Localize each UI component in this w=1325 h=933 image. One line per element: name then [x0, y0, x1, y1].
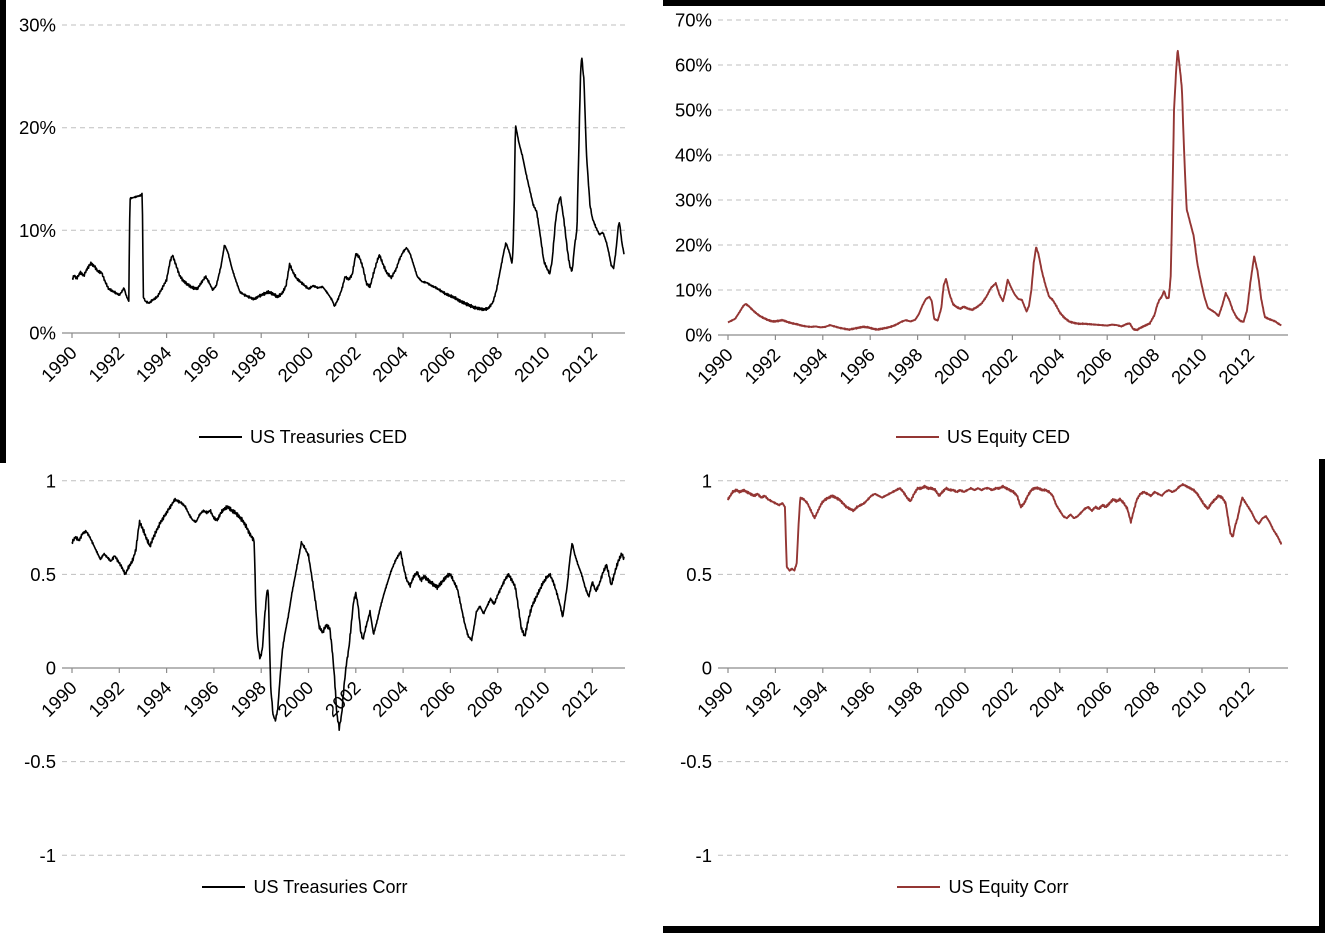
legend-line-swatch: [897, 886, 941, 888]
x-tick-label: 2006: [415, 342, 459, 386]
legend-us-treasuries-corr: US Treasuries Corr: [0, 877, 635, 897]
legend-us-treasuries-ced: US Treasuries CED: [0, 427, 633, 447]
y-tick-label: 10%: [19, 220, 56, 241]
x-tick-label: 2000: [273, 342, 317, 386]
x-tick-label: 1994: [788, 677, 832, 721]
x-tick-label: 2004: [368, 677, 412, 721]
plot-us-equity-ced: 0% 10% 20% 30% 40% 50% 60% 70% 1990 1992 1994 1996 1…: [675, 10, 1288, 388]
x-tick-label: 2002: [321, 342, 365, 386]
y-tick-label: 0: [46, 658, 56, 679]
x-tick-label: 1992: [84, 677, 128, 721]
x-tick-label: 2008: [1119, 344, 1163, 388]
y-tick-label: 40%: [675, 145, 712, 166]
x-tick-label: 2004: [368, 342, 412, 386]
legend-us-equity-corr: US Equity Corr: [652, 877, 1314, 897]
legend-us-equity-ced: US Equity CED: [652, 427, 1314, 447]
y-tick-label: 10%: [675, 280, 712, 301]
x-tick-label: 2006: [1072, 344, 1116, 388]
x-tick-label: 1998: [226, 342, 270, 386]
series-line: [727, 483, 1283, 572]
y-tick-label: 70%: [675, 10, 712, 31]
x-tick-label: 2010: [510, 677, 554, 721]
legend-label: US Treasuries CED: [249, 427, 408, 447]
frame-border-top: [663, 0, 1325, 6]
legend-line-swatch: [198, 436, 242, 438]
panel-us-equity-ced: 0% 10% 20% 30% 40% 50% 60% 70% 1990 1992 1994 1996 1…: [663, 0, 1325, 460]
x-tick-label: 1996: [179, 342, 223, 386]
x-tick-label: 1996: [835, 677, 879, 721]
y-tick-label: 0.5: [686, 564, 712, 585]
y-tick-label: 50%: [675, 100, 712, 121]
legend-line-swatch: [895, 436, 939, 438]
x-tick-label: 2000: [930, 344, 974, 388]
series-line: [71, 57, 625, 312]
frame-border-left: [0, 0, 6, 463]
y-tick-label: 1: [702, 470, 712, 491]
x-tick-label: 1998: [882, 677, 926, 721]
x-tick-label: 2008: [463, 342, 507, 386]
x-tick-label: 1998: [882, 344, 926, 388]
x-tick-label: 1990: [37, 677, 81, 721]
x-tick-label: 2004: [1025, 344, 1069, 388]
y-tick-label: 30%: [675, 190, 712, 211]
plot-us-treasuries-ced: 0%10%20%30%1990 1992 1994 1996 1998 2000 2002 2…: [19, 15, 625, 386]
x-tick-label: 1990: [37, 342, 81, 386]
y-tick-label: 0%: [685, 325, 712, 346]
legend-line-swatch: [202, 886, 246, 888]
y-tick-label: 20%: [19, 117, 56, 138]
x-tick-label: 2002: [977, 344, 1021, 388]
x-tick-label: 1998: [226, 677, 270, 721]
x-tick-label: 2012: [557, 342, 601, 386]
legend-label: US Equity Corr: [948, 877, 1069, 897]
x-tick-label: 2008: [1119, 677, 1163, 721]
x-tick-label: 2002: [977, 677, 1021, 721]
x-tick-label: 2010: [1167, 344, 1211, 388]
x-tick-label: 2006: [415, 677, 459, 721]
x-tick-label: 1994: [788, 344, 832, 388]
y-tick-label: 20%: [675, 235, 712, 256]
legend-label: US Treasuries Corr: [253, 877, 408, 897]
y-tick-label: 0: [702, 658, 712, 679]
x-tick-label: 2004: [1025, 677, 1069, 721]
x-tick-label: 2006: [1072, 677, 1116, 721]
x-tick-label: 2008: [463, 677, 507, 721]
legend-label: US Equity CED: [946, 427, 1071, 447]
y-tick-label: 60%: [675, 55, 712, 76]
y-tick-label: 30%: [19, 15, 56, 36]
x-tick-label: 1996: [179, 677, 223, 721]
frame-border-right: [1319, 459, 1325, 933]
x-tick-label: 1990: [693, 677, 737, 721]
x-tick-label: 1994: [131, 677, 175, 721]
x-tick-label: 2010: [1167, 677, 1211, 721]
y-tick-label: 0.5: [30, 564, 56, 585]
x-tick-label: 2012: [1214, 344, 1258, 388]
y-tick-label: 0%: [29, 323, 56, 344]
series-line: [71, 497, 625, 731]
y-tick-label: -1: [696, 845, 712, 866]
y-tick-label: -0.5: [24, 751, 56, 772]
x-tick-label: 1992: [740, 344, 784, 388]
x-tick-label: 2012: [557, 677, 601, 721]
panel-us-treasuries-ced: 0% 10% 20% 30% 1990 1992 1994 1996 1998 2000 2002 2…: [0, 0, 660, 460]
y-tick-label: -0.5: [680, 751, 712, 772]
x-tick-label: 1992: [84, 342, 128, 386]
x-tick-label: 1994: [131, 342, 175, 386]
y-tick-label: -1: [40, 845, 56, 866]
x-tick-label: 1990: [693, 344, 737, 388]
panel-us-equity-corr: 1 0.5 0 -0.5 -1 1990 1992 1994 1996 1998 2000 2002 2…: [663, 460, 1325, 933]
x-tick-label: 2010: [510, 342, 554, 386]
panel-us-treasuries-corr: 1 0.5 0 -0.5 -1 1990 1992 1994 1996 1998 2000 2002 2…: [0, 460, 660, 933]
y-tick-label: 1: [46, 470, 56, 491]
x-tick-label: 1992: [740, 677, 784, 721]
x-tick-label: 1996: [835, 344, 879, 388]
frame-border-bottom: [663, 926, 1325, 933]
series-line: [727, 49, 1282, 332]
x-tick-label: 2000: [930, 677, 974, 721]
x-tick-label: 2012: [1214, 677, 1258, 721]
